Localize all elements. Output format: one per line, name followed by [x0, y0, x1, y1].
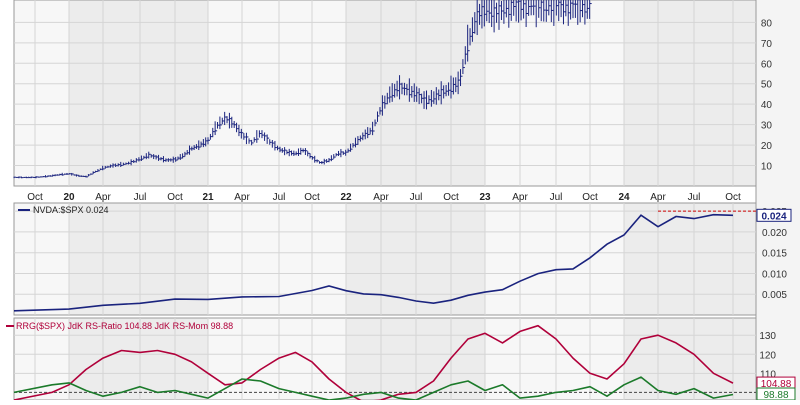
year-band [69, 203, 208, 315]
x-tick-label: Oct [304, 192, 320, 203]
price-axis-tick: 40 [761, 100, 773, 111]
x-tick-label: Jul [688, 192, 701, 203]
x-tick-label: 24 [618, 192, 630, 203]
price-axis-tick: 60 [761, 59, 773, 70]
ratio-last-value-box [756, 208, 792, 222]
x-tick-label: Oct [167, 192, 183, 203]
year-band [485, 203, 624, 315]
rrg-axis-tick: 130 [759, 331, 776, 342]
ratio-axis-tick: 0.005 [762, 290, 787, 301]
x-tick-label: Apr [512, 192, 528, 203]
year-band [14, 203, 69, 315]
year-band [485, 0, 624, 186]
ratio-series-line [13, 213, 734, 312]
x-tick-label: Apr [234, 192, 250, 203]
price-axis-tick: 50 [761, 80, 773, 91]
price-axis-tick: 20 [761, 141, 773, 152]
rrg-ratio-last-value: 104.88 [761, 379, 792, 390]
x-tick-label: 21 [202, 192, 214, 203]
rrg-mom-last-value: 98.88 [763, 390, 788, 400]
rrg-legend-text: RRG($SPX) JdK RS-Ratio 104.88 JdK RS-Mom… [16, 321, 233, 331]
price-axis-tick: 80 [761, 18, 773, 29]
rrg-series-mom [13, 376, 734, 401]
year-band [624, 0, 756, 186]
right-axis-bg [756, 0, 800, 400]
x-tick-label: Jul [273, 192, 286, 203]
year-band [208, 0, 346, 186]
rrg-axis-tick: 120 [759, 350, 776, 361]
x-tick-label: Oct [27, 192, 43, 203]
ratio-axis-tick: 0.015 [762, 249, 787, 260]
ratio-last-value-label: 0.024 [761, 211, 786, 222]
price-axis-tick: 70 [761, 39, 773, 50]
price-axis-tick: 30 [761, 121, 773, 132]
rrg-axis-tick: 110 [760, 369, 776, 380]
x-tick-label: Oct [443, 192, 459, 203]
x-tick-label: Apr [373, 192, 389, 203]
year-band [485, 318, 624, 400]
ratio-axis-tick: 0.010 [762, 269, 787, 280]
x-tick-label: 23 [479, 192, 491, 203]
year-band [624, 318, 756, 400]
x-tick-label: Oct [725, 192, 741, 203]
ratio-axis-tick: 0.020 [762, 228, 787, 239]
x-tick-label: Oct [582, 192, 598, 203]
x-tick-label: 20 [63, 192, 75, 203]
x-tick-label: 22 [340, 192, 352, 203]
x-tick-label: Apr [650, 192, 666, 203]
x-tick-label: Apr [95, 192, 111, 203]
x-tick-label: Jul [410, 192, 423, 203]
price-axis-tick: 10 [761, 162, 773, 173]
x-tick-label: Jul [550, 192, 563, 203]
year-band [14, 0, 69, 186]
x-tick-label: Jul [134, 192, 147, 203]
ratio-legend-text: NVDA:$SPX 0.024 [33, 205, 109, 215]
year-band [624, 203, 756, 315]
